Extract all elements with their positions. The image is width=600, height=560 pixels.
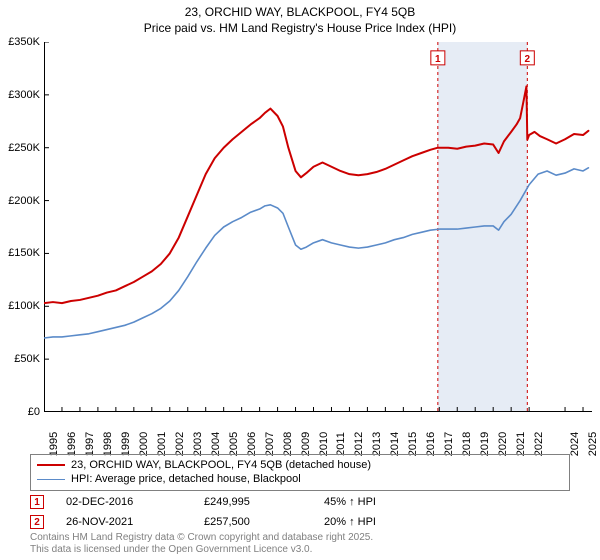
x-tick-label: 2021 bbox=[515, 432, 527, 456]
sale-price: £249,995 bbox=[204, 496, 302, 508]
x-tick-label: 2007 bbox=[264, 432, 276, 456]
x-tick-label: 2024 bbox=[569, 432, 581, 456]
legend-swatch-hpi bbox=[37, 479, 65, 480]
x-tick-label: 2001 bbox=[156, 432, 168, 456]
x-tick-label: 2016 bbox=[425, 432, 437, 456]
legend-label-hpi: HPI: Average price, detached house, Blac… bbox=[71, 472, 301, 486]
x-tick-label: 2019 bbox=[479, 432, 491, 456]
y-tick-label: £100K bbox=[8, 300, 40, 312]
x-tick-label: 2018 bbox=[461, 432, 473, 456]
sale-date: 02-DEC-2016 bbox=[66, 496, 182, 508]
x-tick-label: 2013 bbox=[371, 432, 383, 456]
x-tick-label: 2011 bbox=[335, 432, 347, 456]
sale-price: £257,500 bbox=[204, 516, 302, 528]
legend-item-price-paid: 23, ORCHID WAY, BLACKPOOL, FY4 5QB (deta… bbox=[37, 458, 563, 472]
x-tick-label: 2009 bbox=[300, 432, 312, 456]
sale-marker-icon: 1 bbox=[30, 495, 44, 509]
x-tick-label: 2015 bbox=[407, 432, 419, 456]
x-tick-label: 2008 bbox=[282, 432, 294, 456]
sale-hpi-delta: 45% ↑ HPI bbox=[324, 496, 376, 508]
legend-item-hpi: HPI: Average price, detached house, Blac… bbox=[37, 472, 563, 486]
y-tick-label: £350K bbox=[8, 36, 40, 48]
x-tick-label: 1999 bbox=[120, 432, 132, 456]
x-tick-label: 2025 bbox=[587, 432, 599, 456]
attribution-line-1: Contains HM Land Registry data © Crown c… bbox=[30, 532, 373, 544]
sale-hpi-delta: 20% ↑ HPI bbox=[324, 516, 376, 528]
y-tick-label: £50K bbox=[14, 353, 40, 365]
plot-svg: 12 bbox=[44, 42, 592, 412]
sale-row: 1 02-DEC-2016 £249,995 45% ↑ HPI bbox=[30, 492, 376, 512]
sales-table: 1 02-DEC-2016 £249,995 45% ↑ HPI 2 26-NO… bbox=[30, 492, 376, 532]
x-tick-label: 2012 bbox=[353, 432, 365, 456]
attribution-line-2: This data is licensed under the Open Gov… bbox=[30, 544, 373, 556]
legend: 23, ORCHID WAY, BLACKPOOL, FY4 5QB (deta… bbox=[30, 454, 570, 491]
x-tick-label: 2020 bbox=[497, 432, 509, 456]
x-tick-label: 2005 bbox=[228, 432, 240, 456]
title-line-2: Price paid vs. HM Land Registry's House … bbox=[0, 20, 600, 36]
x-axis-labels: 1995 1996 1997 1998 1999 2000 2001 2002 2003 2004… bbox=[44, 414, 592, 454]
legend-swatch-price-paid bbox=[37, 464, 65, 466]
x-tick-label: 2002 bbox=[174, 432, 186, 456]
x-tick-label: 2010 bbox=[318, 432, 330, 456]
plot-area: 12 bbox=[44, 42, 592, 412]
x-tick-label: 1997 bbox=[84, 432, 96, 456]
x-tick-label: 2022 bbox=[533, 432, 545, 456]
sale-date: 26-NOV-2021 bbox=[66, 516, 182, 528]
y-tick-label: £250K bbox=[8, 142, 40, 154]
x-tick-label: 2004 bbox=[210, 432, 222, 456]
x-tick-label: 2003 bbox=[192, 432, 204, 456]
x-tick-label: 2014 bbox=[389, 432, 401, 456]
x-tick-label: 1995 bbox=[48, 432, 60, 456]
x-tick-label: 2000 bbox=[138, 432, 150, 456]
x-tick-label: 2017 bbox=[443, 432, 455, 456]
sale-marker-icon: 2 bbox=[30, 515, 44, 529]
title-line-1: 23, ORCHID WAY, BLACKPOOL, FY4 5QB bbox=[0, 4, 600, 20]
chart-container: 23, ORCHID WAY, BLACKPOOL, FY4 5QB Price… bbox=[0, 0, 600, 560]
svg-text:2: 2 bbox=[525, 54, 531, 65]
y-tick-label: £300K bbox=[8, 89, 40, 101]
legend-label-price-paid: 23, ORCHID WAY, BLACKPOOL, FY4 5QB (deta… bbox=[71, 458, 371, 472]
attribution: Contains HM Land Registry data © Crown c… bbox=[30, 532, 373, 556]
x-tick-label: 1998 bbox=[102, 432, 114, 456]
y-tick-label: £0 bbox=[28, 406, 40, 418]
y-tick-label: £200K bbox=[8, 195, 40, 207]
y-tick-label: £150K bbox=[8, 247, 40, 259]
sale-row: 2 26-NOV-2021 £257,500 20% ↑ HPI bbox=[30, 512, 376, 532]
chart-title: 23, ORCHID WAY, BLACKPOOL, FY4 5QB Price… bbox=[0, 0, 600, 38]
x-tick-label: 1996 bbox=[66, 432, 78, 456]
svg-text:1: 1 bbox=[435, 54, 441, 65]
y-axis-labels: £0£50K£100K£150K£200K£250K£300K£350K bbox=[0, 42, 42, 412]
x-tick-label: 2006 bbox=[246, 432, 258, 456]
